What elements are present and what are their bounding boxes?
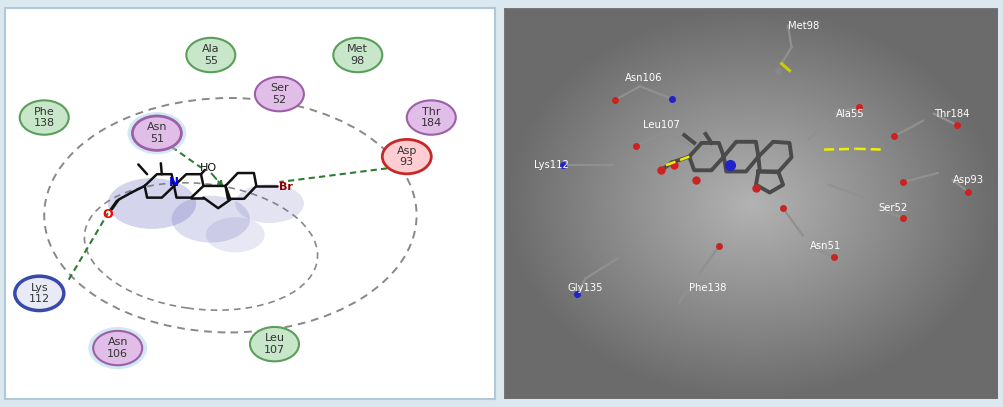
Text: Phe138: Phe138 xyxy=(688,282,726,293)
Ellipse shape xyxy=(172,196,250,243)
Ellipse shape xyxy=(406,101,455,135)
Ellipse shape xyxy=(382,140,431,174)
Text: O: O xyxy=(102,208,113,221)
Text: Leu107: Leu107 xyxy=(643,120,679,130)
Ellipse shape xyxy=(206,217,265,252)
Ellipse shape xyxy=(132,116,182,150)
Text: Gly135: Gly135 xyxy=(567,282,602,293)
Text: Asn51: Asn51 xyxy=(809,241,841,252)
Text: Ser
52: Ser 52 xyxy=(270,83,289,105)
Text: Ala
55: Ala 55 xyxy=(202,44,220,66)
Ellipse shape xyxy=(333,38,382,72)
Text: Asn
106: Asn 106 xyxy=(107,337,128,359)
Ellipse shape xyxy=(250,327,299,361)
Text: Br: Br xyxy=(279,182,293,192)
Ellipse shape xyxy=(93,331,142,365)
Text: HO: HO xyxy=(200,162,217,173)
Ellipse shape xyxy=(255,77,304,111)
Ellipse shape xyxy=(107,178,196,229)
Text: Met
98: Met 98 xyxy=(347,44,368,66)
Text: Asp93: Asp93 xyxy=(952,175,983,185)
Ellipse shape xyxy=(15,276,64,311)
Text: Thr
184: Thr 184 xyxy=(420,107,441,128)
Text: Ala55: Ala55 xyxy=(835,109,864,118)
Text: Asp
93: Asp 93 xyxy=(396,146,416,167)
Text: Leu
107: Leu 107 xyxy=(264,333,285,355)
Text: N: N xyxy=(169,175,179,188)
Text: Thr184: Thr184 xyxy=(933,109,968,118)
Ellipse shape xyxy=(20,101,68,135)
Text: Lys
112: Lys 112 xyxy=(29,282,50,304)
Ellipse shape xyxy=(127,112,187,154)
Text: Asn
51: Asn 51 xyxy=(146,123,166,144)
Ellipse shape xyxy=(88,327,147,369)
Text: Phe
138: Phe 138 xyxy=(34,107,55,128)
Ellipse shape xyxy=(187,38,235,72)
Text: Met98: Met98 xyxy=(787,21,818,31)
Text: Lys112: Lys112 xyxy=(534,160,568,170)
Text: Ser52: Ser52 xyxy=(878,203,907,213)
Text: Asn106: Asn106 xyxy=(625,74,662,83)
Ellipse shape xyxy=(235,184,304,223)
